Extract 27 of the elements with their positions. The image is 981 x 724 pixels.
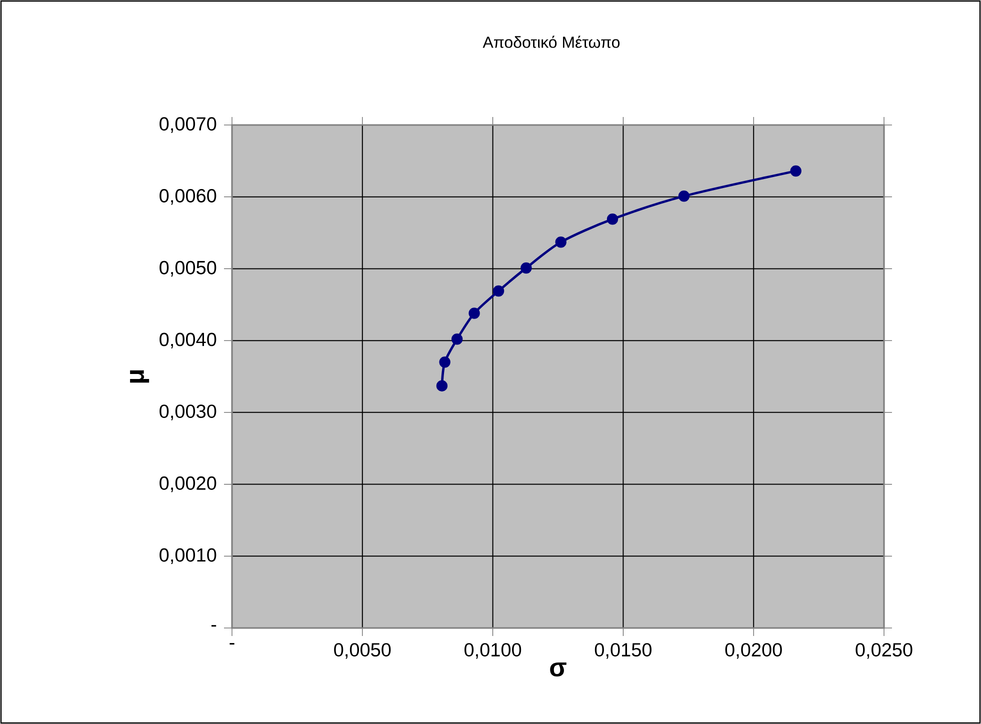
y-tick-label: 0,0050 <box>160 260 216 277</box>
point <box>468 308 480 319</box>
point <box>678 190 690 202</box>
point <box>492 285 504 297</box>
y-tick-label: 0,0030 <box>160 404 216 420</box>
chart-title: Αποδοτικό Μέτωπο <box>482 36 620 48</box>
x-tick-label: 0,0250 <box>856 643 912 659</box>
y-tick-label: 0,0070 <box>160 117 216 133</box>
y-tick-label: 0,0040 <box>160 332 216 348</box>
y-axis-title: μ <box>130 370 150 383</box>
y-tick-label: 0,0010 <box>160 548 216 564</box>
point <box>520 262 532 274</box>
x-tick-label: 0,0150 <box>594 643 652 659</box>
x-tick-label: 0,0200 <box>725 643 782 659</box>
x-tick-label: 0,0050 <box>334 643 391 659</box>
x-axis-title: σ <box>550 662 566 676</box>
y-tick-label: 0,0020 <box>160 476 216 492</box>
point <box>606 214 618 225</box>
x-tick-label: 0,0100 <box>464 643 522 659</box>
point <box>555 236 566 248</box>
y-tick-label: 0,0060 <box>160 189 216 205</box>
point <box>790 165 802 177</box>
point <box>436 380 448 392</box>
point <box>439 356 450 368</box>
point <box>451 334 463 345</box>
x-tick-label: - <box>230 643 234 645</box>
y-tick-label: - <box>211 625 216 627</box>
